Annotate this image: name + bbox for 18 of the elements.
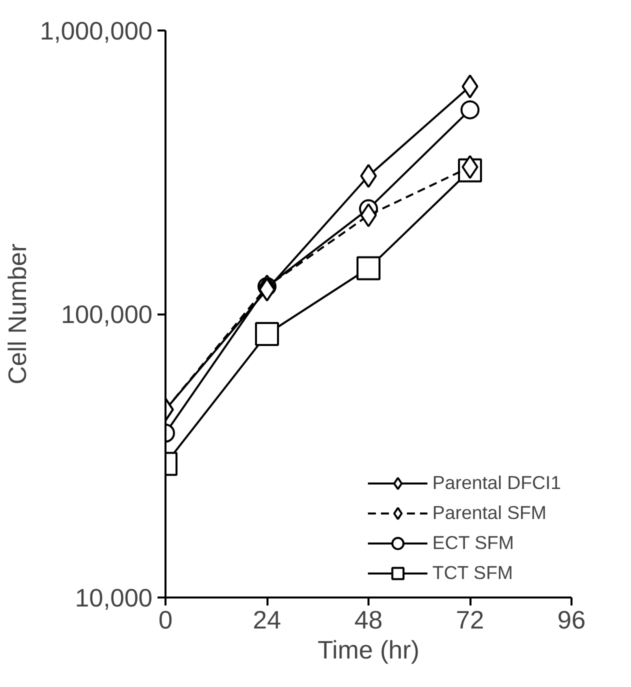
y-tick-label: 100,000 [60,301,153,329]
point [255,322,279,346]
x-tick-label: 0 [158,606,173,634]
legend-label: Parental SFM [432,502,546,524]
y-tick-label: 10,000 [75,584,152,612]
legend-label: TCT SFM [432,562,513,584]
point [356,256,380,280]
point [460,100,480,120]
x-axis-title: Time (hr) [318,636,420,664]
legend-label: ECT SFM [432,532,514,554]
point [462,155,478,179]
x-tick-label: 96 [557,606,586,634]
y-axis-title: Cell Number [4,243,32,384]
legend-label: Parental DFCI1 [432,472,561,494]
y-tick-label: 1,000,000 [40,18,153,46]
x-tick-label: 72 [456,606,484,634]
x-tick-label: 48 [354,606,383,634]
x-tick-label: 24 [252,606,282,634]
